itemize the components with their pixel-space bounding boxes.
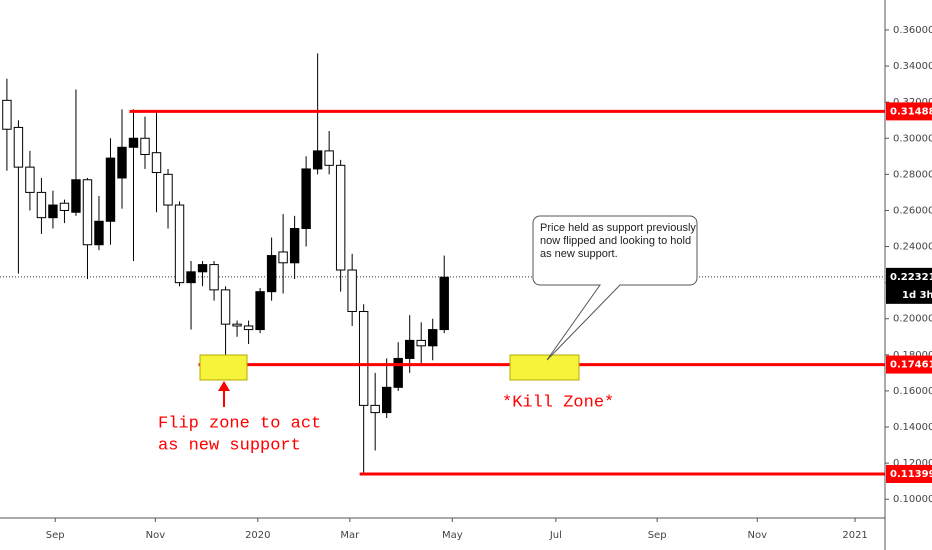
candle-body: [232, 323, 242, 327]
candle-body: [25, 166, 35, 193]
candle-body: [186, 271, 196, 284]
x-tick-label: Nov: [747, 530, 767, 541]
candle-body: [416, 339, 426, 347]
candle-body: [335, 164, 346, 271]
y-tick-label: 0.28000: [893, 169, 932, 180]
candle-body: [105, 157, 116, 222]
candle-body: [370, 404, 380, 414]
candle-body: [140, 137, 150, 155]
x-tick-label: Sep: [46, 530, 65, 541]
y-tick-label: 0.14000: [893, 422, 932, 433]
level-label: 0.31488: [890, 106, 932, 117]
x-tick-label: Nov: [146, 530, 166, 541]
candle-body: [220, 289, 231, 325]
flip-zone-box: [199, 354, 248, 381]
arrow-head: [218, 381, 230, 391]
level-label: 0.11399: [890, 469, 932, 480]
candle-body: [94, 220, 104, 246]
kill-zone-box: [509, 354, 580, 381]
callout-box: [532, 215, 698, 361]
candle-body: [13, 126, 24, 168]
x-tick-label: Sep: [648, 530, 667, 541]
y-tick-label: 0.16000: [893, 386, 932, 397]
candle-body: [278, 251, 288, 264]
candle-body: [128, 137, 139, 148]
flip-zone-text: as new support: [158, 436, 301, 455]
candle-body: [36, 191, 47, 219]
y-tick-label: 0.10000: [893, 494, 932, 505]
callout-text: Price held as support previously: [540, 222, 696, 234]
candle-body: [209, 264, 219, 291]
candle-body: [243, 325, 254, 331]
x-tick-label: Jul: [549, 530, 562, 541]
level-label-box: [886, 355, 932, 374]
candle-body: [59, 202, 70, 211]
y-tick-label: 0.26000: [893, 205, 932, 216]
kill-zone-text: *Kill Zone*: [502, 393, 614, 412]
y-tick-label: 0.12000: [893, 458, 932, 469]
current-price-box: [886, 267, 932, 304]
level-label: 0.17461: [890, 360, 932, 371]
x-tick-label: 2020: [245, 530, 270, 541]
candle-body: [439, 276, 449, 331]
y-tick-label: 0.30000: [893, 133, 932, 144]
candle-body: [151, 152, 162, 174]
candle-body: [289, 227, 300, 264]
y-tick-label: 0.24000: [893, 242, 932, 253]
current-price-label: 0.22321: [890, 272, 932, 283]
level-label-box: [886, 102, 932, 121]
flip-zone-text: Flip zone to act: [158, 414, 321, 433]
callout-text: as new support.: [540, 248, 618, 260]
x-tick-label: Mar: [340, 530, 360, 541]
candle-body: [163, 173, 173, 206]
candle-body: [405, 339, 415, 359]
candle-body: [2, 99, 12, 130]
candle-body: [255, 291, 265, 331]
candle-body: [82, 179, 93, 246]
candle-body: [324, 150, 334, 166]
countdown: 1d 3h: [902, 290, 932, 301]
candle-body: [71, 179, 81, 213]
candle-body: [393, 357, 403, 388]
candle-body: [381, 386, 392, 414]
candle-body: [266, 255, 277, 293]
candle-body: [428, 329, 438, 347]
zones: [199, 215, 698, 407]
x-tick-label: 2021: [842, 530, 867, 541]
candle-body: [48, 204, 58, 219]
y-tick-label: 0.18000: [893, 350, 932, 361]
candle-body: [174, 204, 185, 284]
y-tick-label: 0.36000: [893, 25, 932, 36]
candle-body: [358, 311, 369, 406]
candle-body: [197, 264, 208, 273]
y-tick-label: 0.20000: [893, 314, 932, 325]
candle-body: [117, 146, 127, 179]
candle-body: [312, 150, 323, 170]
y-tick-label: 0.34000: [893, 61, 932, 72]
x-tick-label: May: [442, 530, 463, 541]
candle-body: [347, 269, 357, 313]
callout-text: now flipped and looking to hold: [540, 235, 691, 247]
candle-body: [301, 168, 311, 229]
level-label-box: [886, 464, 932, 483]
